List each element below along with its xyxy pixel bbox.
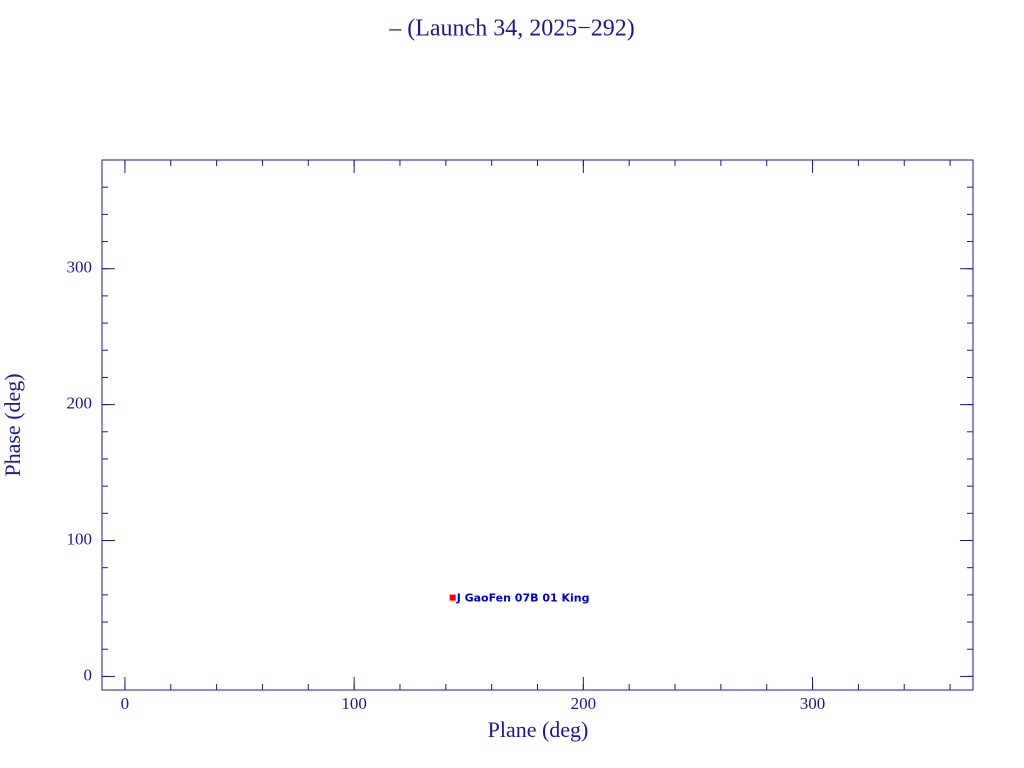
point-label: J GaoFen 07B 01 King: [456, 592, 590, 605]
y-tick-label: 300: [67, 258, 93, 277]
y-tick-label: 0: [84, 665, 93, 684]
x-tick-label: 100: [341, 694, 367, 713]
y-tick-label: 100: [67, 529, 93, 548]
point: [449, 594, 456, 601]
x-axis-label: Plane (deg): [488, 717, 589, 742]
x-tick-label: 0: [121, 694, 130, 713]
chart-title: – (Launch 34, 2025−292): [388, 16, 634, 42]
plot-frame: [101, 159, 974, 691]
y-axis-label: Phase (deg): [0, 373, 25, 476]
x-tick-label: 300: [800, 694, 826, 713]
y-tick-label: 200: [67, 394, 93, 413]
x-tick-label: 200: [571, 694, 597, 713]
